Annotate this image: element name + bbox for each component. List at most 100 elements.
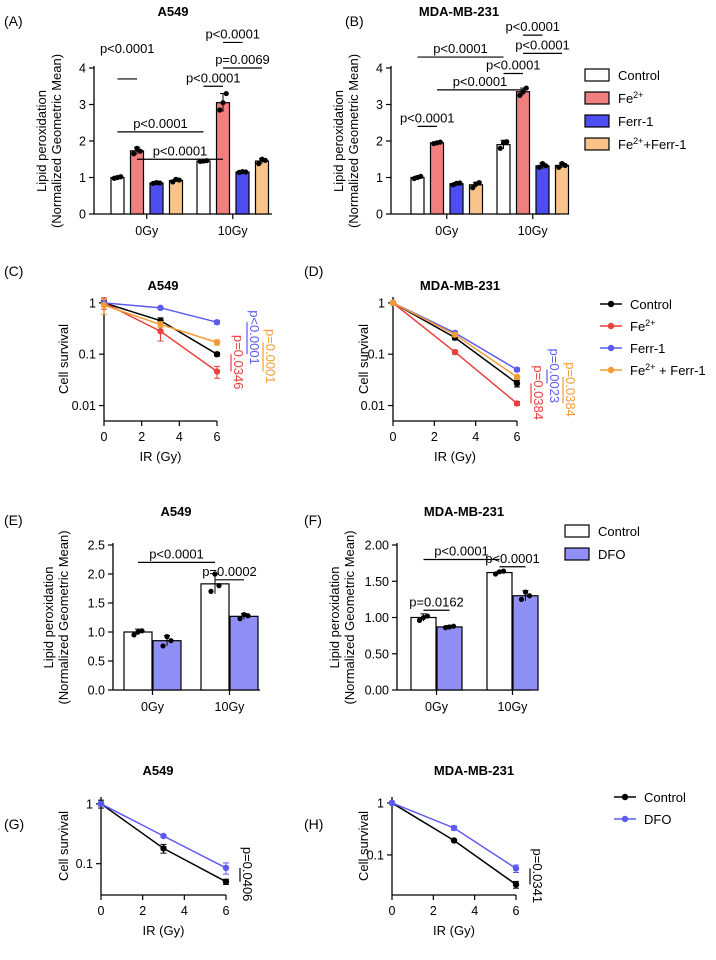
- y-tick-label: 0.50: [365, 647, 389, 661]
- x-tick-label: 0: [101, 430, 108, 444]
- data-point: [470, 185, 476, 191]
- panel-label: (C): [4, 263, 23, 279]
- x-tick-label: 2: [139, 904, 146, 918]
- chart-title: MDA-MB-231: [420, 278, 500, 293]
- data-point: [208, 588, 214, 595]
- bar: [129, 150, 145, 215]
- y-tick-label: 2.0: [88, 568, 105, 582]
- chart-title: MDA-MB-231: [419, 4, 499, 19]
- data-point: [262, 157, 268, 163]
- data-point: [160, 832, 167, 840]
- data-point: [388, 799, 396, 807]
- data-point: [157, 180, 163, 186]
- p-value: p=0.0384: [563, 362, 578, 417]
- y-tick-label: 2.00: [365, 539, 389, 553]
- p-value: p=0.0162: [409, 594, 464, 609]
- legend-marker: [607, 344, 615, 352]
- p-value: p<0.0001: [133, 116, 188, 131]
- chart-title: MDA-MB-231: [424, 504, 504, 519]
- legend-swatch: [584, 68, 610, 82]
- data-point: [160, 643, 166, 649]
- legend: Control DFO: [564, 524, 640, 562]
- data-point: [451, 348, 459, 356]
- data-point: [451, 331, 459, 338]
- y-axis-title: Cell survival: [356, 811, 371, 881]
- data-point: [216, 583, 222, 589]
- x-tick-label: 2: [431, 430, 438, 444]
- y-tick-label: 1.00: [365, 611, 389, 625]
- chart-title: A549: [142, 763, 173, 778]
- data-point: [512, 881, 520, 888]
- data-point: [442, 625, 449, 631]
- legend-label: Fe2+ + Ferr-1: [630, 362, 706, 378]
- chart-title: A549: [157, 4, 188, 19]
- data-point: [424, 613, 431, 619]
- bar: [449, 183, 464, 215]
- panel-label: (E): [4, 512, 23, 528]
- y-tick-label: 1.5: [88, 597, 105, 611]
- legend-swatch: [584, 137, 610, 151]
- x-tick-label: 4: [471, 904, 478, 918]
- x-tick-label: 4: [472, 430, 479, 444]
- data-point: [168, 638, 174, 644]
- bar: [152, 640, 182, 691]
- y-tick-label: 1: [378, 296, 385, 310]
- data-point: [446, 624, 453, 630]
- x-tick-label: 2: [138, 430, 145, 444]
- data-point: [135, 629, 141, 635]
- y-axis-title: Cell survival: [356, 324, 371, 394]
- legend-label: Fe2+: [630, 318, 655, 334]
- p-value: p<0.0001: [485, 551, 540, 566]
- bar: [535, 165, 550, 215]
- bar: [196, 160, 211, 215]
- data-point: [237, 616, 243, 622]
- data-point: [389, 299, 397, 307]
- bar: [429, 142, 445, 215]
- bar: [554, 164, 570, 215]
- legend: Control DFO: [614, 790, 686, 827]
- data-point: [450, 837, 458, 844]
- data-point: [418, 173, 424, 180]
- chart-title: A549: [147, 278, 178, 293]
- data-point: [450, 824, 458, 832]
- y-axis-title: Lipid peroxidation(Normalized Geometric …: [327, 530, 357, 704]
- p-value: p<0.0001: [247, 310, 262, 365]
- y-tick-label: 2.5: [88, 539, 105, 553]
- x-tick-label: 0Gy: [135, 224, 159, 238]
- p-value: p<0.0001: [400, 110, 455, 125]
- data-point: [118, 174, 124, 180]
- y-tick-label: 1.50: [365, 575, 389, 589]
- data-point: [212, 571, 218, 577]
- p-value: p<0.0001: [186, 70, 241, 85]
- data-point: [497, 145, 503, 151]
- series-line: [391, 802, 517, 870]
- x-tick-label: 10Gy: [498, 700, 529, 714]
- data-point: [512, 865, 520, 872]
- data-point: [420, 614, 427, 621]
- p-value: p<0.0001: [486, 57, 541, 72]
- bar: [496, 144, 511, 215]
- y-tick-label: 0.1: [79, 348, 96, 362]
- x-tick-label: 10Gy: [518, 224, 549, 238]
- panel-d: (D) MDA-MB-231 Cell survival 1 0.1 0.01 0 2 4 6 IR…: [304, 263, 706, 464]
- data-point: [556, 164, 562, 170]
- data-point: [492, 571, 499, 577]
- y-tick-label: 0.0: [88, 684, 105, 698]
- panel-label: (H): [304, 816, 323, 832]
- bar: [235, 171, 250, 215]
- data-point: [513, 400, 521, 407]
- x-tick-label: 2: [430, 904, 437, 918]
- panel-label: (D): [304, 263, 323, 279]
- x-tick-label: 10Gy: [215, 700, 246, 714]
- legend-label: Control: [618, 68, 660, 83]
- data-point: [213, 350, 221, 358]
- x-tick-label: 6: [513, 904, 520, 918]
- data-point: [517, 92, 523, 98]
- x-axis-title: IR (Gy): [140, 449, 182, 464]
- p-value: p=0.0002: [202, 564, 257, 579]
- x-tick-label: 0Gy: [435, 224, 459, 238]
- series-line: [391, 802, 517, 886]
- panel-label: (A): [4, 13, 23, 29]
- data-point: [536, 164, 542, 170]
- data-point: [513, 373, 521, 381]
